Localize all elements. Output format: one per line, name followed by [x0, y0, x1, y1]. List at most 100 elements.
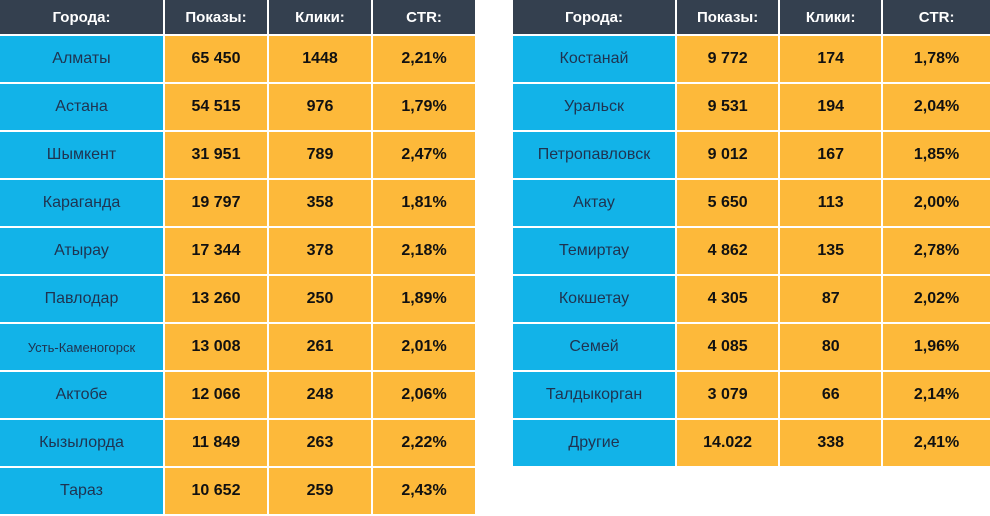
shows-cell: 4 305: [677, 276, 779, 322]
shows-cell: 4 862: [677, 228, 779, 274]
clicks-cell: 167: [780, 132, 882, 178]
table-row: Усть-Каменогорск 13 008 261 2,01%: [0, 324, 475, 370]
clicks-cell: 194: [780, 84, 882, 130]
table-row: Алматы 65 450 1448 2,21%: [0, 36, 475, 82]
ctr-cell: 2,21%: [373, 36, 475, 82]
ctr-cell: 2,43%: [373, 468, 475, 514]
shows-cell: 3 079: [677, 372, 779, 418]
table-row: Темиртау 4 862 135 2,78%: [513, 228, 990, 274]
clicks-cell: 976: [269, 84, 371, 130]
ctr-cell: 1,78%: [883, 36, 990, 82]
ctr-cell: 1,79%: [373, 84, 475, 130]
table-row: Караганда 19 797 358 1,81%: [0, 180, 475, 226]
clicks-cell: 113: [780, 180, 882, 226]
table-row: Уральск 9 531 194 2,04%: [513, 84, 990, 130]
city-cell: Петропавловск: [513, 132, 676, 178]
ctr-cell: 2,04%: [883, 84, 990, 130]
ctr-cell: 2,06%: [373, 372, 475, 418]
shows-cell: 9 012: [677, 132, 779, 178]
clicks-cell: 261: [269, 324, 371, 370]
city-cell: Кокшетау: [513, 276, 676, 322]
ctr-cell: 2,22%: [373, 420, 475, 466]
city-cell: Павлодар: [0, 276, 163, 322]
table-row: Петропавловск 9 012 167 1,85%: [513, 132, 990, 178]
header-city: Города:: [513, 0, 676, 34]
city-cell: Атырау: [0, 228, 163, 274]
table-body-left: Алматы 65 450 1448 2,21% Астана 54 515 976 1,79…: [0, 36, 475, 514]
header-city: Города:: [0, 0, 163, 34]
ctr-cell: 1,96%: [883, 324, 990, 370]
city-cell: Караганда: [0, 180, 163, 226]
header-ctr: CTR:: [373, 0, 475, 34]
ctr-cell: 1,85%: [883, 132, 990, 178]
shows-cell: 4 085: [677, 324, 779, 370]
clicks-cell: 87: [780, 276, 882, 322]
table-row: Семей 4 085 80 1,96%: [513, 324, 990, 370]
ctr-cell: 2,01%: [373, 324, 475, 370]
table-row: Талдыкорган 3 079 66 2,14%: [513, 372, 990, 418]
shows-cell: 9 772: [677, 36, 779, 82]
clicks-cell: 259: [269, 468, 371, 514]
table-row: Шымкент 31 951 789 2,47%: [0, 132, 475, 178]
ctr-cell: 2,18%: [373, 228, 475, 274]
table-row: Другие 14.022 338 2,41%: [513, 420, 990, 466]
clicks-cell: 135: [780, 228, 882, 274]
cities-table-right: Города: Показы: Клики: CTR: Костанай 9 77…: [511, 0, 990, 468]
ctr-cell: 2,41%: [883, 420, 990, 466]
city-cell: Уральск: [513, 84, 676, 130]
clicks-cell: 66: [780, 372, 882, 418]
ctr-cell: 2,00%: [883, 180, 990, 226]
header-row: Города: Показы: Клики: CTR:: [513, 0, 990, 34]
shows-cell: 17 344: [165, 228, 267, 274]
clicks-cell: 248: [269, 372, 371, 418]
city-cell: Талдыкорган: [513, 372, 676, 418]
header-shows: Показы:: [677, 0, 779, 34]
table-row: Актобе 12 066 248 2,06%: [0, 372, 475, 418]
shows-cell: 5 650: [677, 180, 779, 226]
table-row: Костанай 9 772 174 1,78%: [513, 36, 990, 82]
ctr-cell: 2,78%: [883, 228, 990, 274]
shows-cell: 19 797: [165, 180, 267, 226]
clicks-cell: 378: [269, 228, 371, 274]
city-cell: Кызылорда: [0, 420, 163, 466]
ctr-cell: 2,14%: [883, 372, 990, 418]
clicks-cell: 263: [269, 420, 371, 466]
ctr-cell: 1,81%: [373, 180, 475, 226]
city-cell: Другие: [513, 420, 676, 466]
header-shows: Показы:: [165, 0, 267, 34]
shows-cell: 65 450: [165, 36, 267, 82]
header-row: Города: Показы: Клики: CTR:: [0, 0, 475, 34]
shows-cell: 11 849: [165, 420, 267, 466]
shows-cell: 13 260: [165, 276, 267, 322]
clicks-cell: 174: [780, 36, 882, 82]
table-row: Атырау 17 344 378 2,18%: [0, 228, 475, 274]
table-row: Кокшетау 4 305 87 2,02%: [513, 276, 990, 322]
table-row: Астана 54 515 976 1,79%: [0, 84, 475, 130]
city-cell: Темиртау: [513, 228, 676, 274]
city-cell: Костанай: [513, 36, 676, 82]
city-cell: Астана: [0, 84, 163, 130]
ctr-cell: 1,89%: [373, 276, 475, 322]
clicks-cell: 789: [269, 132, 371, 178]
header-clicks: Клики:: [269, 0, 371, 34]
city-cell: Шымкент: [0, 132, 163, 178]
shows-cell: 9 531: [677, 84, 779, 130]
header-clicks: Клики:: [780, 0, 882, 34]
table-body-right: Костанай 9 772 174 1,78% Уральск 9 531 194 2,04…: [513, 36, 990, 466]
city-cell: Алматы: [0, 36, 163, 82]
table-row: Кызылорда 11 849 263 2,22%: [0, 420, 475, 466]
clicks-cell: 250: [269, 276, 371, 322]
city-cell: Актау: [513, 180, 676, 226]
city-cell: Семей: [513, 324, 676, 370]
shows-cell: 12 066: [165, 372, 267, 418]
shows-cell: 13 008: [165, 324, 267, 370]
table-row: Павлодар 13 260 250 1,89%: [0, 276, 475, 322]
table-row: Тараз 10 652 259 2,43%: [0, 468, 475, 514]
header-ctr: CTR:: [883, 0, 990, 34]
cities-table-left: Города: Показы: Клики: CTR: Алматы 65 450…: [0, 0, 477, 516]
shows-cell: 10 652: [165, 468, 267, 514]
ctr-cell: 2,47%: [373, 132, 475, 178]
clicks-cell: 80: [780, 324, 882, 370]
city-cell: Актобе: [0, 372, 163, 418]
clicks-cell: 358: [269, 180, 371, 226]
